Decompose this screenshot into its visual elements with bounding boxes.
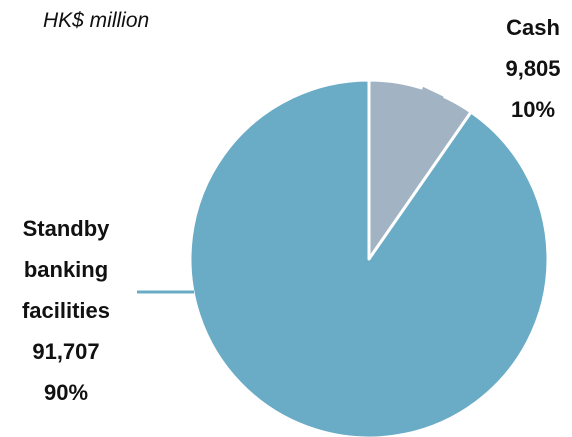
pie-slice-standby-banking-facilities (188, 78, 550, 437)
data-label-percent: 10% (511, 97, 555, 122)
leader-lines (137, 86, 444, 294)
data-label-percent: 90% (44, 380, 88, 405)
data-label-category: Cash (506, 15, 560, 40)
data-label-category: banking (24, 257, 108, 282)
pie-slice-cash (367, 78, 473, 261)
data-label-value: 9,805 (505, 56, 560, 81)
data-labels: Cash 9,805 10% Standby banking facilities 91,7… (22, 15, 561, 405)
unit-label: HK$ million (43, 9, 149, 32)
data-label-category: Standby (23, 216, 111, 241)
leader-line (421, 86, 444, 100)
data-label-category: facilities (22, 298, 110, 323)
pie-slices (188, 78, 550, 437)
data-label-value: 91,707 (32, 339, 99, 364)
